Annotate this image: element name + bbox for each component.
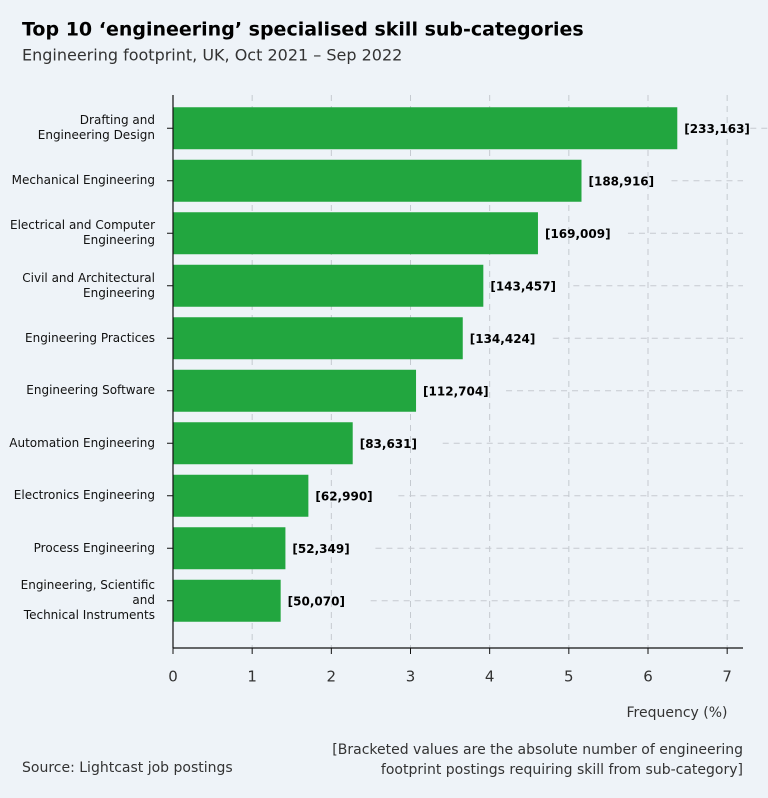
y-tick-label: Process Engineering — [33, 540, 155, 555]
bar — [173, 579, 281, 622]
y-tick-label: Engineering, Scientific and Technical In… — [20, 578, 155, 623]
count-label: [83,631] — [360, 437, 417, 451]
bar — [173, 159, 582, 202]
x-tick-label: 0 — [168, 668, 178, 686]
y-tick-label: Civil and Architectural Engineering — [22, 270, 155, 300]
bar — [173, 527, 286, 570]
count-label: [62,990] — [315, 489, 372, 503]
x-tick-label: 4 — [485, 668, 495, 686]
count-label: [134,424] — [470, 332, 536, 346]
x-tick-label: 1 — [247, 668, 257, 686]
y-tick-label: Engineering Software — [26, 383, 155, 398]
y-tick-label: Mechanical Engineering — [11, 173, 155, 188]
bar — [173, 369, 417, 412]
y-tick-label: Engineering Practices — [25, 330, 155, 345]
y-tick-label: Automation Engineering — [9, 435, 155, 450]
count-label: [52,349] — [292, 542, 349, 556]
count-label: [143,457] — [490, 279, 556, 293]
bar — [173, 422, 353, 465]
x-tick-label: 3 — [406, 668, 416, 686]
note: [Bracketed values are the absolute numbe… — [332, 742, 743, 778]
bar — [173, 107, 678, 150]
x-tick-label: 6 — [643, 668, 653, 686]
count-label: [169,009] — [545, 227, 611, 241]
count-label: [50,070] — [288, 594, 345, 608]
bar — [173, 212, 538, 255]
y-tick-label: Electrical and Computer Engineering — [9, 218, 155, 248]
count-label: [112,704] — [423, 384, 489, 398]
x-axis-label: Frequency (%) — [626, 705, 727, 721]
chart-title: Top 10 ‘engineering’ specialised skill s… — [22, 19, 584, 41]
source: Source: Lightcast job postings — [22, 760, 233, 776]
y-tick-label: Drafting and Engineering Design — [37, 113, 155, 143]
count-label: [188,916] — [589, 174, 655, 188]
count-label: [233,163] — [684, 122, 750, 136]
x-tick-label: 2 — [327, 668, 337, 686]
y-tick-label: Electronics Engineering — [13, 488, 155, 503]
x-tick-label: 7 — [722, 668, 732, 686]
bar — [173, 474, 309, 517]
bar — [173, 264, 484, 307]
x-tick-label: 5 — [564, 668, 574, 686]
bar — [173, 317, 463, 360]
chart-subtitle: Engineering footprint, UK, Oct 2021 – Se… — [22, 46, 402, 65]
